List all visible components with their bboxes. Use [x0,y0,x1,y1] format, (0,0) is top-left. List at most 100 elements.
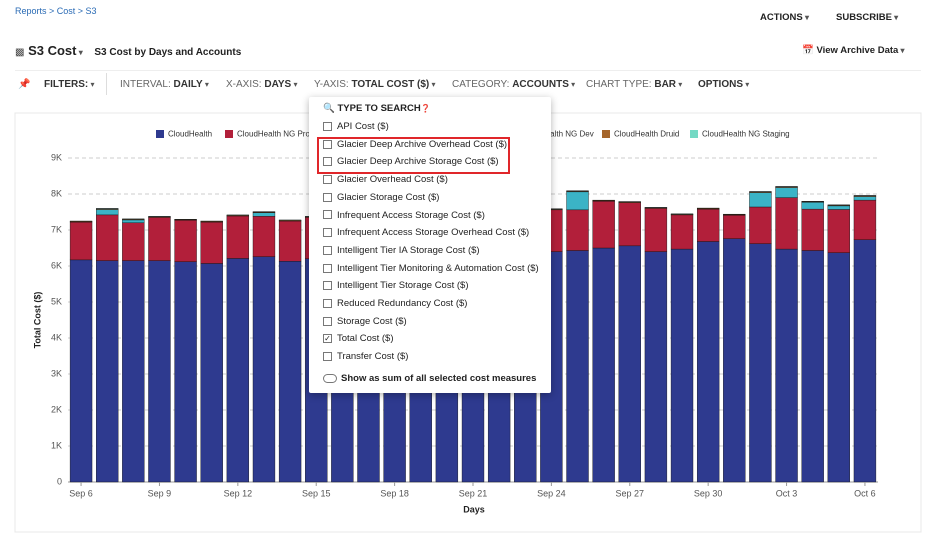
y-tick-label: 5K [51,296,62,306]
toolbar-value[interactable]: DAILY [173,79,203,90]
pin-icon[interactable]: 📌 [18,79,31,90]
subscribe-label[interactable]: SUBSCRIBE [836,12,892,23]
legend-item[interactable]: CloudHealth [156,130,212,139]
options-label[interactable]: OPTIONS [698,79,744,90]
measure-option[interactable]: Glacier Overhead Cost ($) [323,172,448,188]
checkbox[interactable] [323,316,332,326]
bar-segment [592,247,615,483]
toolbar-value[interactable]: DAYS [264,79,292,90]
checkbox[interactable] [323,263,332,273]
toolbar-item[interactable]: CHART TYPE: BAR [586,79,682,90]
measure-label[interactable]: API Cost ($) [337,121,389,132]
checkbox[interactable] [323,139,332,149]
legend-item[interactable]: CloudHealth Druid [602,130,679,139]
legend-swatch [690,130,698,138]
legend-item[interactable]: CloudHealth NG Prod [225,130,314,139]
checkbox[interactable] [323,228,332,238]
measure-label[interactable]: Transfer Cost ($) [337,351,409,363]
x-tick-label: Oct 3 [776,488,798,498]
options-button[interactable]: OPTIONS [698,79,749,90]
measure-option[interactable]: Intelligent Tier IA Storage Cost ($) [323,243,480,259]
measure-option[interactable]: Storage Cost ($) [323,314,407,330]
bar-segment [566,209,589,251]
checkbox[interactable]: ✓ [323,334,332,344]
x-tick-label: Oct 6 [854,488,876,498]
report-title[interactable]: S3 Cost [28,43,83,58]
toolbar-item[interactable]: Y-AXIS: TOTAL COST ($) [314,79,435,90]
bar-segment [96,260,119,483]
archive-button[interactable]: 📅 View Archive Data [802,45,905,56]
subscribe-button[interactable]: SUBSCRIBE [836,12,898,23]
checkbox[interactable] [323,281,332,291]
measure-label[interactable]: Intelligent Tier IA Storage Cost ($) [337,244,480,256]
measure-label[interactable]: Glacier Storage Cost ($) [337,191,440,203]
highlight-box [317,137,510,174]
y-tick-label: 0 [57,476,62,486]
measure-option[interactable]: Intelligent Tier Storage Cost ($) [323,278,468,294]
bar-segment [122,222,145,261]
x-tick-label: Sep 15 [302,488,331,498]
bar-segment [566,191,589,211]
measure-label[interactable]: Total Cost ($) [337,333,394,345]
legend-item[interactable]: CloudHealth NG Staging [690,130,790,139]
measure-option[interactable]: API Cost ($) [323,119,389,135]
toolbar-label[interactable]: Y-AXIS: [314,79,349,90]
search[interactable]: 🔍 TYPE TO SEARCH❓ [323,103,431,114]
legend-label: CloudHealth NG Prod [237,130,314,139]
bar-segment [670,248,694,483]
toolbar-item[interactable]: X-AXIS: DAYS [226,79,297,90]
checkbox[interactable] [323,298,332,308]
bar-segment [775,197,798,250]
legend-swatch [225,130,233,138]
measure-label[interactable]: Infrequent Access Storage Overhead Cost … [337,227,530,239]
measure-option[interactable]: Transfer Cost ($) [323,349,408,365]
checkbox[interactable] [323,157,332,167]
checkbox[interactable] [323,210,332,220]
measure-label[interactable]: Glacier Deep Archive Overhead Cost ($) [337,138,508,150]
filters-label[interactable]: FILTERS: [44,79,89,90]
bar-segment [749,206,772,244]
archive-label[interactable]: View Archive Data [816,45,899,56]
measure-option[interactable]: Infrequent Access Storage Cost ($) [323,208,485,224]
measure-option[interactable]: Glacier Deep Archive Storage Cost ($) [323,154,499,170]
measure-label[interactable]: Infrequent Access Storage Cost ($) [337,209,485,221]
breadcrumb[interactable]: Reports > Cost > S3 [15,6,97,16]
toolbar-label[interactable]: CATEGORY: [452,79,510,90]
search-label[interactable]: TYPE TO SEARCH [337,103,421,114]
measure-label[interactable]: Intelligent Tier Storage Cost ($) [337,280,469,292]
toolbar-label[interactable]: CHART TYPE: [586,79,652,90]
measure-label[interactable]: Storage Cost ($) [337,315,407,327]
bar-segment [723,215,746,239]
checkbox[interactable] [323,175,332,185]
checkbox[interactable] [323,352,332,362]
checkbox[interactable] [323,121,332,131]
actions-button[interactable]: ACTIONS [760,12,809,23]
toolbar-label[interactable]: X-AXIS: [226,79,262,90]
checkbox[interactable] [323,192,332,202]
measure-option[interactable]: Infrequent Access Storage Overhead Cost … [323,225,529,241]
toolbar-item[interactable]: INTERVAL: DAILY [120,79,209,90]
toggle[interactable]: Show as sum of all selected cost measure… [323,371,536,387]
measure-option[interactable]: ✓ Total Cost ($) [323,331,394,347]
measure-option[interactable]: Reduced Redundancy Cost ($) [323,296,467,312]
measure-label[interactable]: Reduced Redundancy Cost ($) [337,298,468,309]
toolbar-label[interactable]: INTERVAL: [120,79,171,90]
filters-button[interactable]: FILTERS: [44,79,95,90]
measure-option[interactable]: Glacier Storage Cost ($) [323,190,439,206]
bar-segment [670,214,694,250]
bar-segment [618,202,641,247]
actions-label[interactable]: ACTIONS [760,12,803,23]
toolbar-item[interactable]: CATEGORY: ACCOUNTS [452,79,575,90]
toolbar-value[interactable]: ACCOUNTS [512,79,569,90]
measure-label[interactable]: Glacier Overhead Cost ($) [337,174,448,186]
measure-option[interactable]: Glacier Deep Archive Overhead Cost ($) [323,137,507,153]
report-subtitle: S3 Cost by Days and Accounts [94,47,242,58]
measure-option[interactable]: Intelligent Tier Monitoring & Automation… [323,261,539,277]
measure-label[interactable]: Intelligent Tier Monitoring & Automation… [337,262,539,274]
toolbar-value[interactable]: TOTAL COST ($) [351,79,430,90]
toolbar-value[interactable]: BAR [654,79,677,90]
measure-label[interactable]: Glacier Deep Archive Storage Cost ($) [337,156,499,168]
checkbox[interactable] [323,245,332,255]
bar-segment [174,261,197,483]
toggle-label[interactable]: Show as sum of all selected cost measure… [341,373,537,384]
